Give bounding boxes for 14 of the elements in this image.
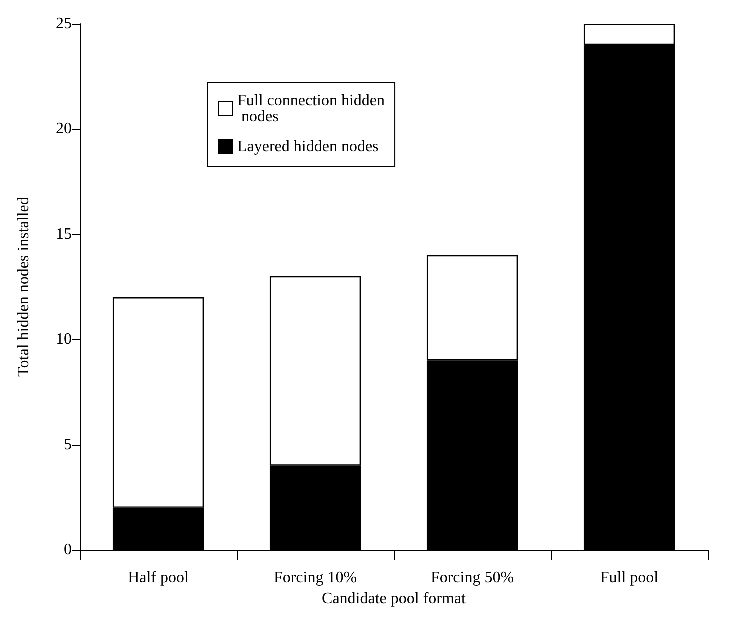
y-tick-label: 5 (64, 436, 72, 454)
y-tick-label: 25 (56, 16, 72, 32)
y-tick-label: 15 (56, 226, 72, 243)
y-tick-label: 0 (64, 542, 72, 558)
x-tick-label: Forcing 10% (274, 570, 358, 586)
x-tick-label: Full pool (600, 570, 660, 586)
legend-label: Full connection hidden nodes (238, 92, 386, 126)
x-tick-label: Forcing 50% (430, 570, 514, 586)
legend-label: Layered hidden nodes (238, 138, 379, 156)
y-axis-title: Total hidden nodes installed (16, 197, 32, 377)
x-axis-title: Candidate pool format (322, 590, 467, 608)
x-tick-label: Half pool (128, 570, 190, 586)
y-tick-label: 20 (56, 120, 72, 138)
y-tick-label: 10 (56, 331, 72, 348)
